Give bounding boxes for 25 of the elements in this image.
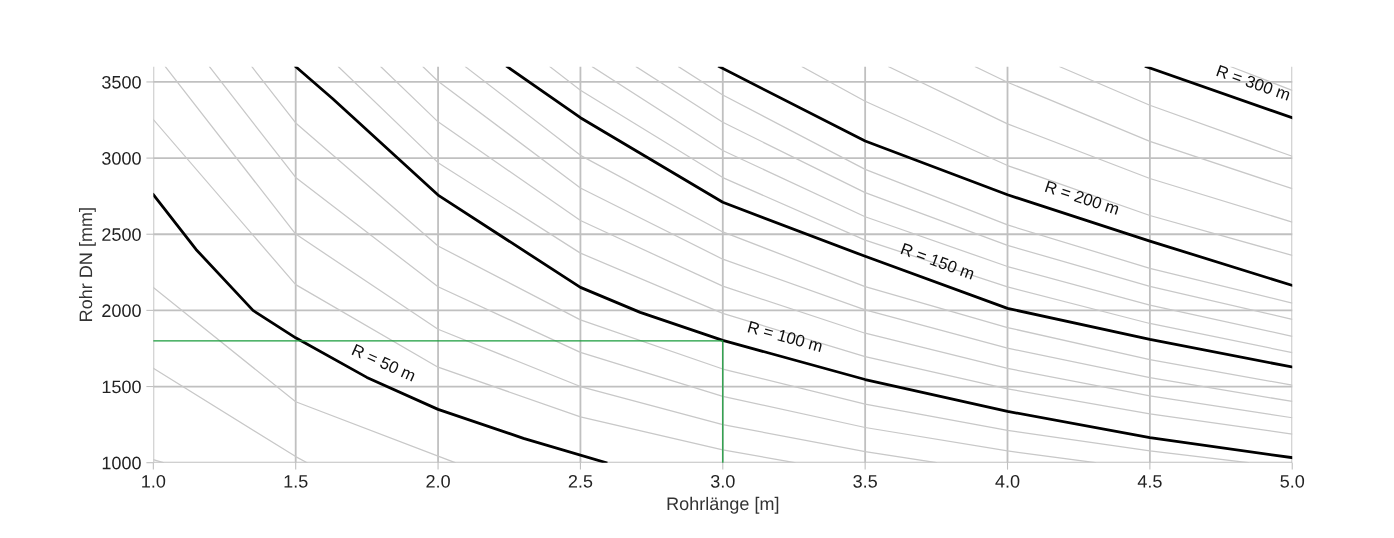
annotation: R = 300 m [1216, 64, 1291, 101]
y-tick-label: 2500 [102, 228, 141, 241]
x-tick-label: 5.0 [1280, 474, 1305, 488]
x-tick-label: 4.5 [1137, 475, 1162, 488]
x-tick-label: 3.0 [710, 474, 735, 488]
annotation: R = 100 m [747, 320, 823, 353]
x-tick-label: 1.0 [142, 474, 166, 488]
y-tick-label: 3500 [102, 75, 141, 89]
y-tick-label: 1000 [102, 456, 141, 470]
x-tick-label: 3.5 [853, 474, 877, 488]
line-series [717, 66, 1293, 287]
annotation: R = 150 m [900, 242, 975, 280]
annotation: R = 50 m [351, 343, 417, 382]
x-tick-label: 2.0 [426, 474, 450, 488]
x-tick-label: 2.5 [568, 474, 593, 488]
x-tick-label: 1.5 [284, 475, 308, 488]
line-series [153, 193, 608, 463]
annotation: R = 200 m [1044, 180, 1120, 215]
y-tick-label: 1500 [102, 380, 141, 394]
line-series [505, 66, 1293, 369]
y-axis-title: Rohr DN [mm] [78, 208, 96, 321]
y-tick-label: 2000 [102, 304, 141, 318]
x-axis-title: Rohrlänge [m] [667, 496, 779, 514]
x-tick-label: 4.0 [995, 474, 1020, 488]
y-tick-label: 3000 [102, 152, 141, 165]
